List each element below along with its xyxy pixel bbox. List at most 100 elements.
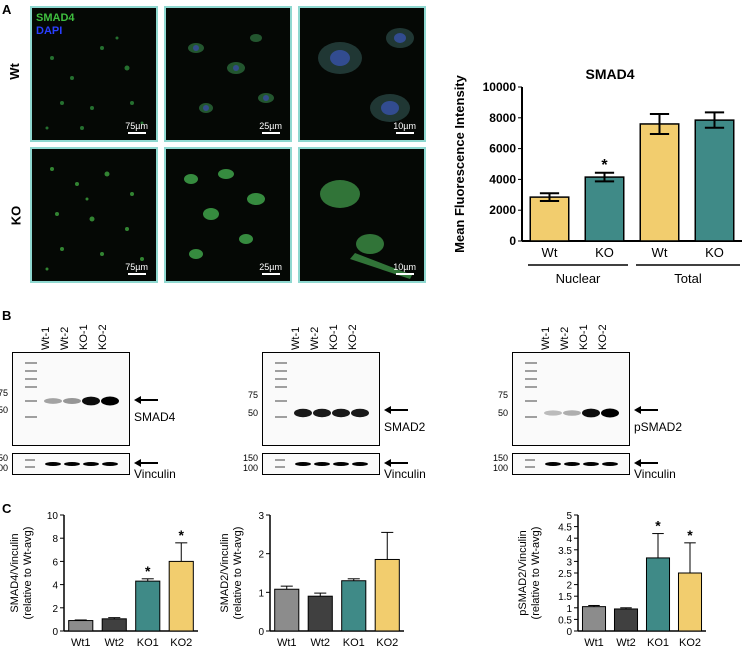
cells-wt-10 bbox=[318, 28, 414, 122]
y-axis-label: Mean Fluorescence Intensity bbox=[452, 74, 467, 252]
y-tick-label: 0 bbox=[509, 234, 516, 248]
y-tick-label: 0 bbox=[52, 627, 58, 638]
cells-wt-75 bbox=[45, 36, 144, 130]
y-tick-label: 10 bbox=[47, 511, 59, 522]
lane-label: Wt-2 bbox=[309, 326, 321, 350]
arrow-icon bbox=[634, 459, 658, 467]
micrograph-ko-10: 10µm bbox=[298, 147, 426, 283]
bar bbox=[645, 557, 671, 632]
lane-label: KO-1 bbox=[78, 324, 90, 350]
y-tick-label: 0 bbox=[566, 627, 572, 638]
mw-label: 50 bbox=[497, 408, 508, 418]
panel-letter-c: C bbox=[2, 501, 12, 516]
protein-band bbox=[63, 398, 81, 404]
blot-image bbox=[275, 362, 369, 418]
category-label: Wt bbox=[542, 245, 558, 260]
loading-band bbox=[314, 462, 330, 466]
significance-star: * bbox=[687, 527, 693, 543]
legend-smad4: SMAD4 bbox=[36, 12, 75, 24]
chart-psmad2-vinculin: 00.511.522.533.544.55 Wt1 Wt2 * KO1 * KO2 pSMAD… bbox=[517, 511, 706, 649]
blot-loading bbox=[12, 453, 130, 475]
y-tick-label: 6 bbox=[52, 557, 58, 568]
row-label-ko: KO bbox=[8, 205, 24, 226]
micrograph-wt-75: SMAD4 DAPI 75µm bbox=[30, 6, 158, 142]
y-tick-label: 3.5 bbox=[558, 546, 572, 557]
protein-band bbox=[601, 408, 619, 418]
bar bbox=[581, 606, 607, 632]
bar bbox=[677, 572, 703, 632]
mw-label: 100 bbox=[0, 463, 8, 473]
scalebar-10-ko: 10µm bbox=[393, 262, 416, 275]
micrograph-ko-75: 75µm bbox=[30, 147, 158, 283]
protein-band bbox=[294, 408, 312, 418]
protein-label: pSMAD2 bbox=[634, 420, 683, 434]
micrograph-ko-25: 25µm bbox=[164, 147, 292, 283]
lane-label: KO-1 bbox=[578, 324, 590, 350]
protein-band bbox=[44, 398, 62, 404]
bar bbox=[694, 119, 735, 242]
micrograph-wt-10: 10µm bbox=[298, 6, 426, 142]
lane-label: Wt-2 bbox=[559, 326, 571, 350]
loading-band bbox=[583, 462, 599, 466]
protein-band bbox=[563, 410, 581, 416]
significance-star: * bbox=[601, 157, 608, 174]
y-tick-label: 4.5 bbox=[558, 523, 572, 534]
bar bbox=[341, 580, 367, 632]
lane-label: Wt-1 bbox=[290, 326, 302, 350]
category-label: Wt2 bbox=[104, 637, 124, 649]
y-tick-label: 0.5 bbox=[558, 615, 572, 626]
category-label: KO1 bbox=[647, 637, 669, 649]
y-axis-label: SMAD2/Vinculin bbox=[219, 533, 231, 612]
bar bbox=[613, 608, 639, 632]
category-label: KO bbox=[705, 245, 724, 260]
loading-band bbox=[83, 462, 99, 466]
bar bbox=[529, 196, 570, 242]
mw-label: 100 bbox=[242, 463, 258, 473]
category-label: Wt2 bbox=[310, 637, 330, 649]
category-label: KO1 bbox=[343, 637, 365, 649]
mw-label: 150 bbox=[0, 453, 8, 463]
chart-title: SMAD4 bbox=[585, 66, 634, 82]
blot-loading-image bbox=[275, 459, 368, 468]
arrow-icon bbox=[384, 459, 408, 467]
protein-band bbox=[351, 408, 369, 418]
protein-band bbox=[582, 408, 600, 418]
mw-label: 75 bbox=[247, 390, 258, 400]
category-label: KO2 bbox=[679, 637, 701, 649]
y-tick-label: 2 bbox=[52, 604, 58, 615]
y-tick-label: 6000 bbox=[489, 142, 516, 156]
panel-letter-b: B bbox=[2, 308, 12, 323]
blot-loading-image bbox=[25, 459, 118, 468]
mw-label: 50 bbox=[247, 408, 258, 418]
y-axis-label: (relative to Wt-avg) bbox=[232, 527, 244, 620]
loading-band bbox=[102, 462, 118, 466]
arrow-icon bbox=[634, 406, 658, 414]
arrow-icon bbox=[384, 406, 408, 414]
loading-band bbox=[545, 462, 561, 466]
scalebar-75-ko: 75µm bbox=[125, 262, 148, 275]
group-label-nuclear: Nuclear bbox=[556, 271, 601, 286]
lane-label: KO-2 bbox=[97, 324, 109, 350]
chart-smad4-mfi: SMAD4 0 2000 4000 6000 8000 10000 Wt * KO Wt KO Mean… bbox=[452, 66, 742, 286]
mw-label: 75 bbox=[497, 390, 508, 400]
category-label: Wt1 bbox=[71, 637, 91, 649]
significance-star: * bbox=[179, 527, 185, 543]
y-tick-label: 1.5 bbox=[558, 592, 572, 603]
protein-label: SMAD4 bbox=[134, 410, 176, 424]
loading-label: Vinculin bbox=[134, 467, 176, 481]
loading-band bbox=[295, 462, 311, 466]
loading-label: Vinculin bbox=[384, 467, 426, 481]
blot-main bbox=[262, 352, 380, 446]
bar bbox=[68, 620, 94, 632]
y-axis-label: pSMAD2/Vinculin bbox=[517, 530, 529, 615]
scalebar-75-wt: 75µm bbox=[125, 121, 148, 134]
bar bbox=[374, 558, 400, 632]
y-tick-label: 3 bbox=[566, 557, 572, 568]
y-tick-label: 8 bbox=[52, 534, 58, 545]
lane-label: KO-2 bbox=[597, 324, 609, 350]
category-label: KO2 bbox=[376, 637, 398, 649]
bar bbox=[274, 588, 300, 632]
loading-band bbox=[564, 462, 580, 466]
arrow-icon bbox=[134, 459, 158, 467]
loading-band bbox=[64, 462, 80, 466]
